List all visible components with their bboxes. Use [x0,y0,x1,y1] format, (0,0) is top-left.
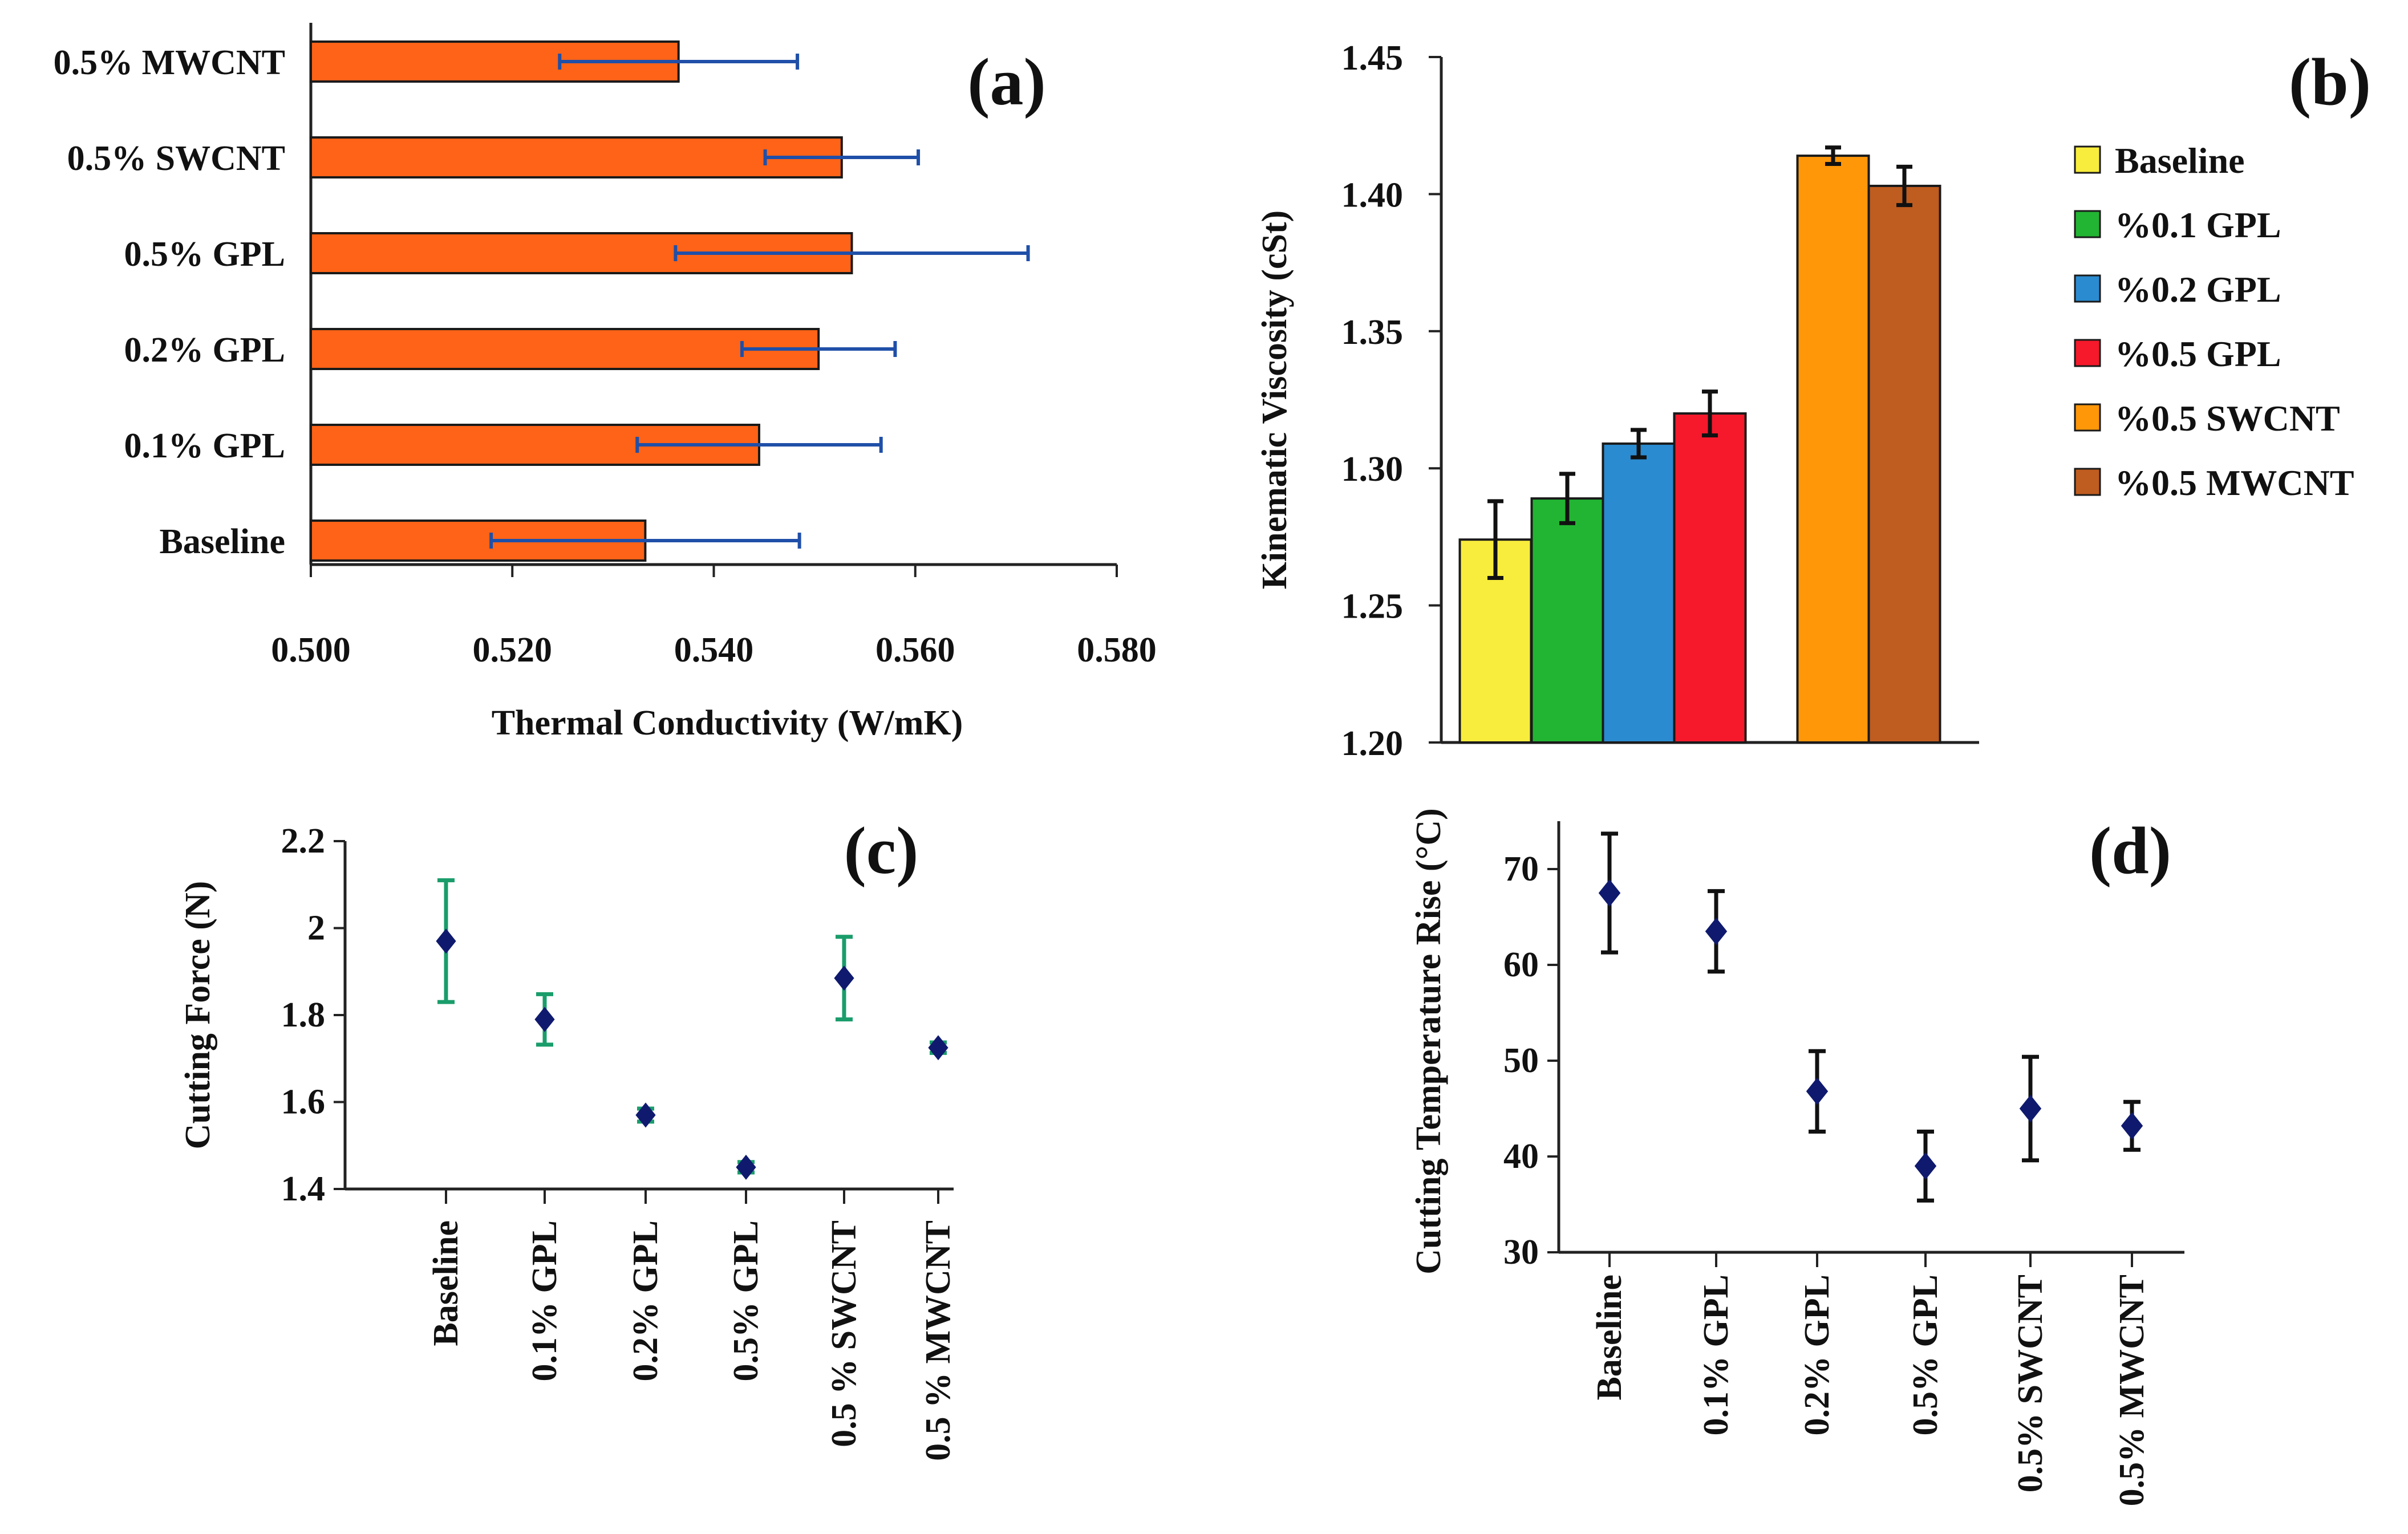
panel-c-ticks: 1.4 1.6 1.8 2 2.2 Baseline 0.1% GPL 0.2% GPL 0.5… [281,822,958,1461]
panel-b-y-tick-label: 1.40 [1341,176,1404,214]
panel-a-thermal-conductivity-chart: (a) Thermal Conductivity (W/mK) 0.500 0.5… [54,23,1157,742]
panel-c-x-tick-label: 0.5 % MWCNT [919,1220,958,1461]
panel-d-x-tick-label: 0.5% MWCNT [2113,1275,2151,1506]
panel-b-legend-swatch [2074,468,2101,496]
panel-d-y-tick-label: 70 [1503,850,1539,888]
panel-a-bar [310,136,843,178]
panel-c-data-marker [736,1154,756,1180]
panel-b-legend-label: %0.1 GPL [2115,205,2281,245]
panel-d-data-marker [2121,1112,2143,1140]
panel-d-data-marker [1598,879,1621,907]
panel-c-data-marker [436,928,456,954]
panel-c-data-marker [834,965,854,991]
panel-b-bar [1673,412,1747,744]
panel-b-bar [1602,442,1676,744]
panel-b-legend-swatch [2074,274,2101,303]
panel-c-x-tick-label: 0.5 % SWCNT [825,1220,864,1447]
panel-b-legend-swatch [2074,210,2101,238]
panel-b-y-tick-label: 1.20 [1341,724,1404,763]
panel-b-legend-swatch [2074,403,2101,432]
panel-a-category-label: 0.1% GPL [124,427,285,465]
panel-d-temperature-chart: (d) Cutting Temperature Rise (°C) 30 40 50… [1409,808,2184,1506]
panel-a-category-label: Baseline [160,522,285,561]
panel-d-ticks: 30 40 50 60 70 Baseline 0.1% GPL 0.2% GPL 0.5% G… [1503,850,2151,1506]
panel-d-data-marker [1705,918,1728,945]
panel-b-y-axis-title: Kinematic Viscosity (cSt) [1255,210,1294,590]
panel-a-x-tick-label: 0.540 [674,631,754,669]
panel-c-cutting-force-chart: (c) Cutting Force (N) 1.4 1.6 1.8 2 2.2 Basel… [179,813,958,1461]
panel-a-x-tick-label: 0.500 [271,631,351,669]
panel-b-y-tick-label: 1.30 [1341,450,1404,489]
panel-d-y-tick-label: 40 [1503,1137,1539,1176]
panel-d-y-axis-title: Cutting Temperature Rise (°C) [1409,808,1448,1275]
panel-b-legend-label: %0.5 SWCNT [2115,398,2340,439]
panel-d-y-tick-label: 30 [1503,1233,1539,1272]
panel-d-x-tick-label: 0.5% GPL [1906,1275,1945,1435]
panel-d-x-tick-label: 0.1% GPL [1697,1275,1736,1435]
panel-c-data-marker [635,1102,656,1128]
panel-b-legend-label: %0.2 GPL [2115,269,2281,310]
panel-c-x-tick-label: 0.1% GPL [525,1220,564,1381]
panel-d-x-tick-label: 0.2% GPL [1798,1275,1837,1435]
panel-a-x-tick-label: 0.560 [875,631,955,669]
panel-c-y-tick-label: 1.6 [281,1083,326,1122]
panel-d-data-marker [1806,1077,1829,1105]
panel-b-bar [1796,155,1870,744]
panel-c-y-tick-label: 1.4 [281,1170,326,1208]
panel-b-legend: Baseline %0.1 GPL %0.2 GPL %0.5 GPL %0.5 SWC… [2074,140,2354,503]
panel-c-y-tick-label: 2.2 [281,822,326,861]
panel-d-y-tick-label: 50 [1503,1041,1539,1080]
panel-a-bar [310,328,820,370]
panel-c-x-tick-label: Baseline [427,1220,465,1346]
panel-c-letter: (c) [844,813,919,888]
panel-a-category-label: 0.5% MWCNT [54,43,285,82]
panel-a-category-label: 0.5% SWCNT [67,139,285,178]
panel-a-letter: (a) [967,44,1046,119]
panel-b-bar [1530,497,1604,744]
panel-b-viscosity-chart: (b) Kinematic Viscosity (cSt) 1.201.251.… [1255,39,2371,763]
panel-c-y-tick-label: 2 [307,909,325,948]
panel-b-y-ticks: 1.20 1.25 1.30 1.35 1.40 1.45 [1341,39,1441,763]
panel-c-y-tick-label: 1.8 [281,996,326,1034]
panel-d-points [1598,831,2143,1203]
panel-d-data-marker [2019,1095,2042,1122]
panel-c-data-marker [534,1007,555,1032]
panel-b-legend-swatch [2074,145,2101,174]
panel-c-x-tick-label: 0.2% GPL [626,1220,665,1381]
panel-d-x-tick-label: 0.5% SWCNT [2011,1275,2050,1492]
panel-b-legend-label: %0.5 GPL [2115,334,2281,374]
panel-b-legend-swatch [2074,339,2101,367]
panel-d-letter: (d) [2089,813,2171,888]
panel-d-x-tick-label: Baseline [1590,1275,1629,1400]
panel-a-x-tick-label: 0.580 [1077,631,1157,669]
panel-b-letter: (b) [2289,44,2371,119]
panel-a-x-tick-label: 0.520 [473,631,553,669]
panel-a-bars: 0.5% MWCNT 0.5% SWCNT 0.5% GPL 0.2% GPL 0.1%… [54,40,1030,562]
panel-b-legend-label: Baseline [2115,140,2245,181]
panel-b-y-tick-label: 1.45 [1341,39,1404,78]
panel-b-bars [1458,145,1941,744]
panel-c-y-axis-title: Cutting Force (N) [179,881,217,1150]
panel-d-data-marker [1914,1152,1937,1180]
panel-c-x-tick-label: 0.5% GPL [727,1220,765,1381]
panel-b-bar [1867,184,1941,744]
panel-a-category-label: 0.5% GPL [124,235,285,274]
panel-b-legend-label: %0.5 MWCNT [2115,462,2354,503]
panel-c-data-marker [928,1035,948,1061]
panel-a-x-ticks: 0.500 0.520 0.540 0.560 0.580 [271,565,1157,669]
panel-b-y-tick-label: 1.35 [1341,313,1404,352]
panel-a-x-axis-title: Thermal Conductivity (W/mK) [492,704,963,742]
panel-c-points [436,878,948,1180]
panel-b-y-tick-label: 1.25 [1341,587,1404,626]
panel-d-y-tick-label: 60 [1503,945,1539,984]
panel-a-category-label: 0.2% GPL [124,331,285,370]
